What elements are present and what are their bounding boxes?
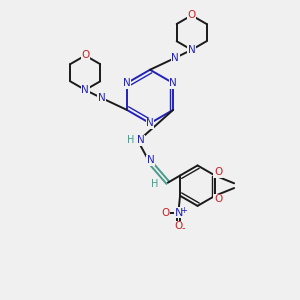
Text: O: O: [214, 194, 222, 204]
Text: N: N: [147, 155, 155, 165]
Text: O: O: [174, 221, 183, 231]
Text: N: N: [169, 78, 177, 88]
Text: N: N: [188, 45, 196, 55]
Text: H: H: [127, 135, 134, 145]
Text: N: N: [171, 53, 179, 63]
Text: O: O: [81, 50, 89, 61]
Text: N: N: [146, 118, 154, 128]
Text: O: O: [161, 208, 169, 218]
Text: O: O: [188, 11, 196, 20]
Text: N: N: [98, 93, 105, 103]
Text: N: N: [174, 208, 183, 218]
Text: N: N: [81, 85, 89, 95]
Text: O: O: [214, 167, 222, 177]
Text: -: -: [181, 223, 185, 233]
Text: +: +: [181, 206, 188, 215]
Text: N: N: [136, 135, 144, 145]
Text: H: H: [151, 179, 158, 189]
Text: N: N: [123, 78, 131, 88]
